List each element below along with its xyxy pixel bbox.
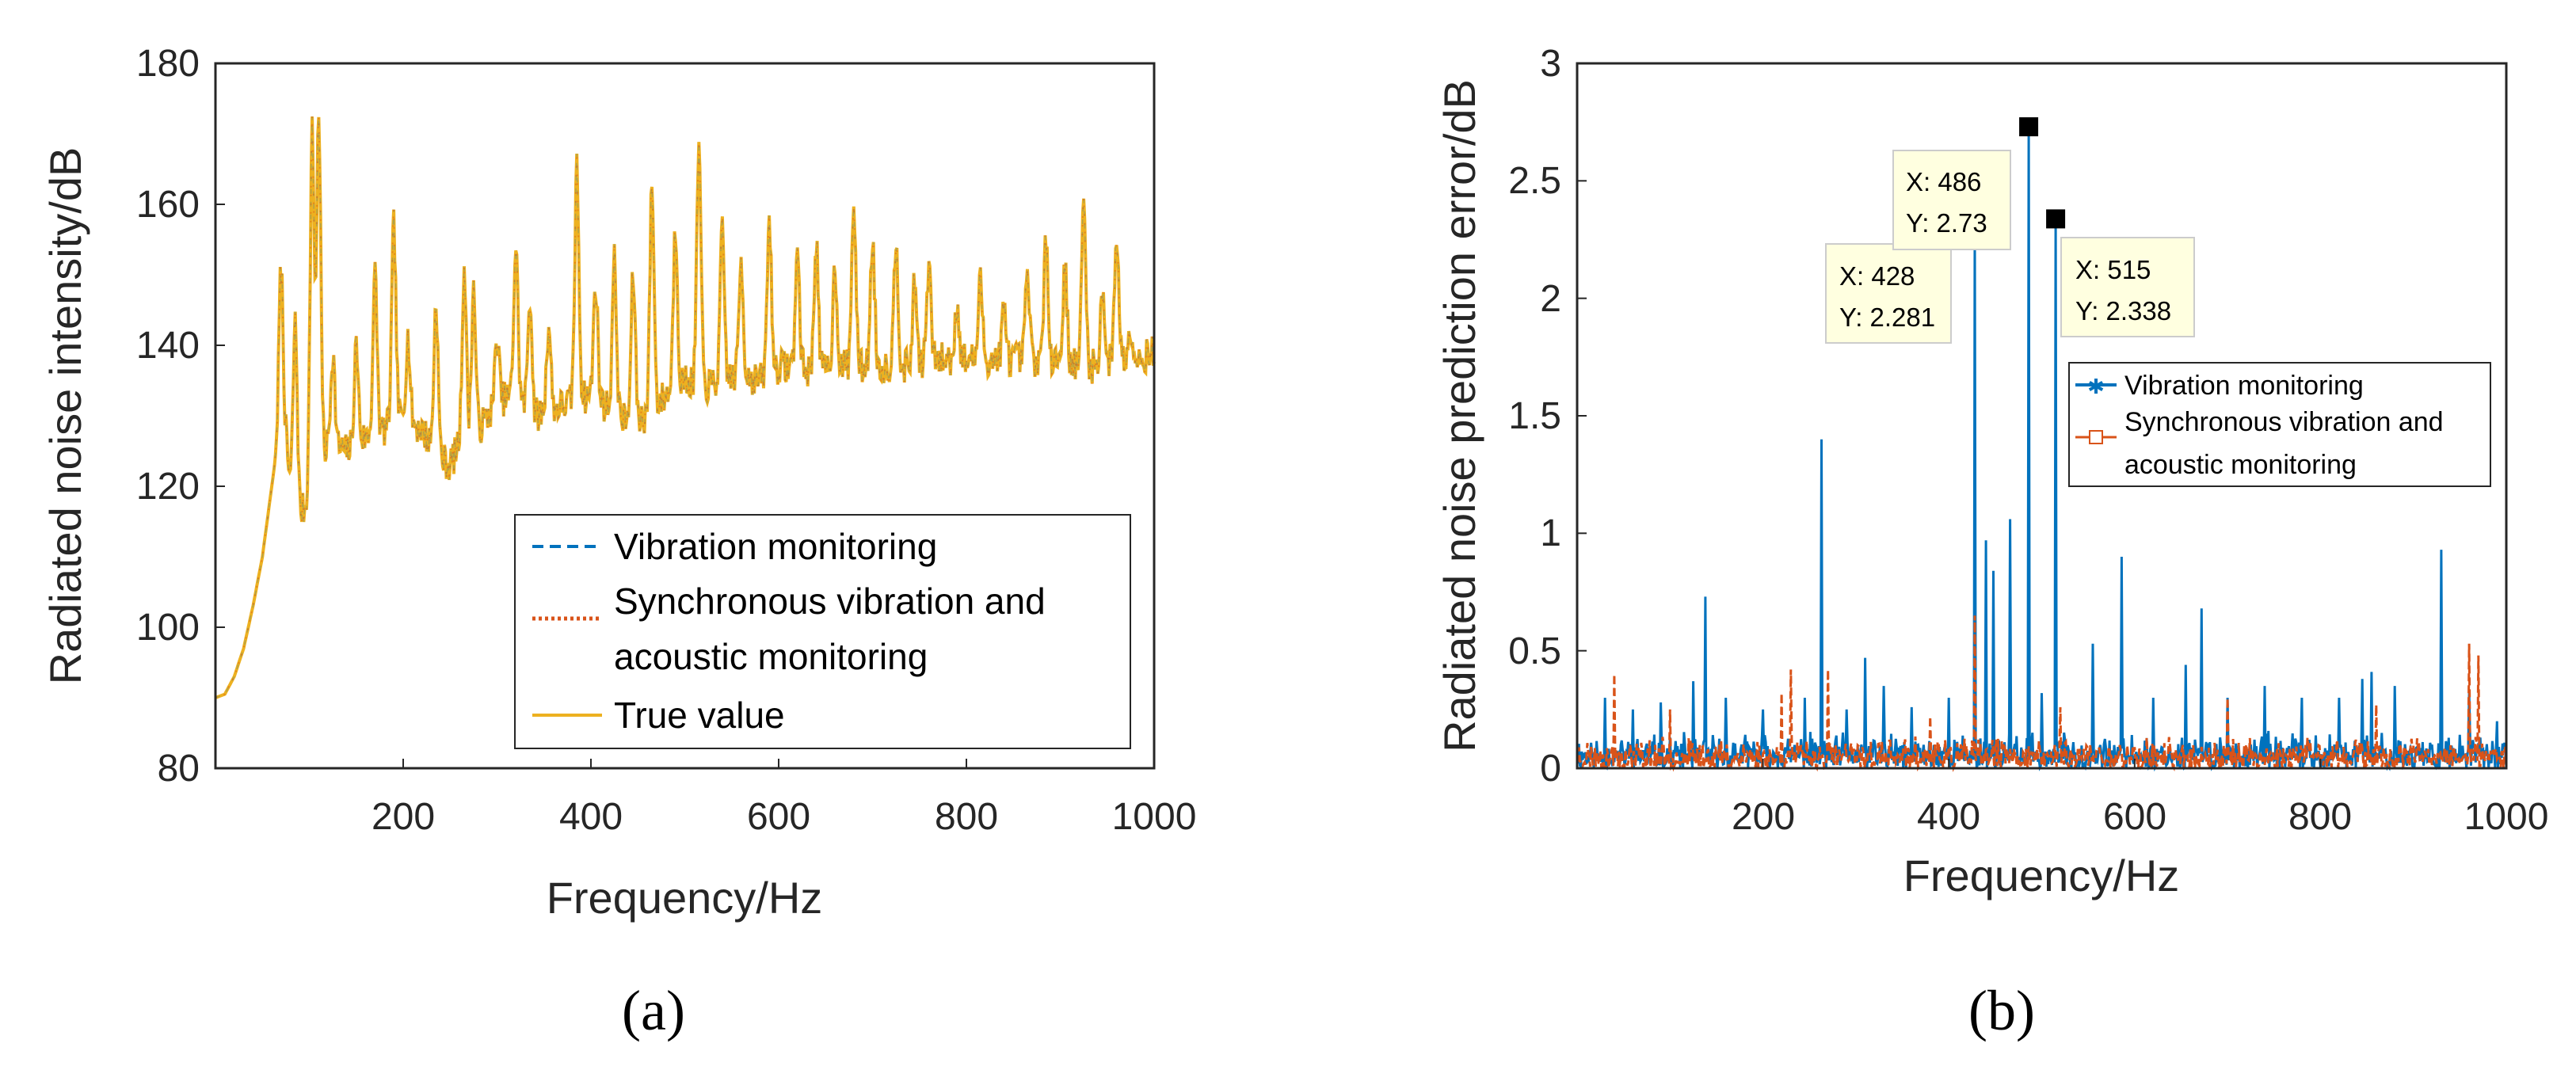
chart-a-axes-box — [214, 62, 1156, 770]
chart-b-xtick: 800 — [2288, 796, 2352, 838]
series-synchronous-monitoring — [215, 116, 1155, 699]
chart-b-legend: ✱ Vibration monitoring Synchronous vibra… — [2068, 362, 2491, 487]
datatip-x: X: 515 — [2075, 255, 2151, 284]
line-true-value — [215, 116, 1156, 699]
chart-a-xtick: 200 — [372, 796, 435, 838]
datatip-486: X: 486 Y: 2.73 — [1892, 150, 2011, 250]
chart-b-ytick: 3 — [1540, 43, 1561, 85]
chart-a-xtick: 600 — [747, 796, 810, 838]
chart-b-ytick: 1.5 — [1508, 395, 1561, 437]
line-vibration-monitoring — [215, 116, 1155, 699]
datatip-y: Y: 2.338 — [2075, 296, 2171, 326]
legend-label: True value — [614, 695, 785, 736]
legend-label: acoustic monitoring — [614, 636, 928, 677]
chart-a-xlabel: Frequency/Hz — [547, 873, 823, 923]
series-synchronous-monitoring — [1576, 615, 2508, 773]
legend-label: Synchronous vibration and — [614, 581, 1046, 622]
chart-b-xtick: 1000 — [2464, 796, 2549, 838]
legend-label: acoustic monitoring — [2124, 450, 2357, 480]
datatip-box — [2060, 237, 2195, 337]
panel-label-b: (b) — [1968, 979, 2035, 1042]
chart-b-ytick: 2.5 — [1508, 160, 1561, 202]
datatip-marker — [2019, 117, 2039, 137]
chart-a-ylabel: Radiated noise intensity/dB — [40, 147, 90, 685]
chart-a-ytick: 80 — [158, 748, 200, 790]
chart-a-legend: Vibration monitoring Synchronous vibrati… — [514, 514, 1131, 749]
datatip-y: Y: 2.73 — [1906, 208, 1987, 238]
datatip-428: X: 428 Y: 2.281 — [1825, 243, 1952, 344]
chart-a-legend-box — [514, 514, 1131, 749]
line-synchronous-monitoring — [1576, 615, 2508, 773]
chart-a-xtick: 1000 — [1112, 796, 1197, 838]
chart-a-xtick: 400 — [559, 796, 623, 838]
legend-marker-square-icon — [2089, 430, 2103, 444]
chart-a-ytick: 100 — [136, 607, 200, 649]
chart-b-xtick: 200 — [1732, 796, 1795, 838]
datatip-marker — [2046, 209, 2066, 229]
legend-label: Synchronous vibration and — [2124, 407, 2444, 437]
chart-a-ytick: 180 — [136, 43, 200, 85]
chart-a-xtick: 800 — [935, 796, 998, 838]
chart-a-ytick: 140 — [136, 325, 200, 367]
chart-a: 80 100 120 140 160 180 200 400 600 800 1… — [40, 43, 1196, 1042]
chart-a-ticks — [215, 204, 967, 768]
datatip-x: X: 486 — [1906, 167, 1981, 196]
panel-label-a: (a) — [622, 979, 685, 1042]
datatip-box — [1825, 243, 1952, 344]
chart-a-ytick: 160 — [136, 184, 200, 226]
datatip-x: X: 428 — [1839, 261, 1915, 291]
chart-b-ytick: 2 — [1540, 278, 1561, 320]
datatip-y: Y: 2.281 — [1839, 303, 1935, 332]
chart-b-ytick: 0 — [1540, 748, 1561, 790]
chart-b-ylabel: Radiated noise prediction error/dB — [1435, 79, 1484, 752]
chart-b-xtick: 400 — [1917, 796, 1980, 838]
chart-b: 0 0.5 1 1.5 2 2.5 3 200 400 600 800 1000… — [1435, 43, 2548, 1042]
legend-marker-star-icon: ✱ — [2087, 375, 2105, 398]
chart-b-legend-box — [2068, 362, 2491, 487]
chart-b-xtick: 600 — [2103, 796, 2166, 838]
series-true-value — [215, 116, 1156, 699]
datatip-box — [1892, 150, 2011, 250]
legend-label: Vibration monitoring — [614, 526, 937, 567]
chart-a-ytick: 120 — [136, 466, 200, 508]
chart-b-ytick: 0.5 — [1508, 630, 1561, 672]
datatip-515: X: 515 Y: 2.338 — [2060, 237, 2195, 337]
chart-b-ytick: 1 — [1540, 512, 1561, 554]
legend-label: Vibration monitoring — [2124, 371, 2364, 401]
chart-b-xlabel: Frequency/Hz — [1903, 851, 2180, 900]
